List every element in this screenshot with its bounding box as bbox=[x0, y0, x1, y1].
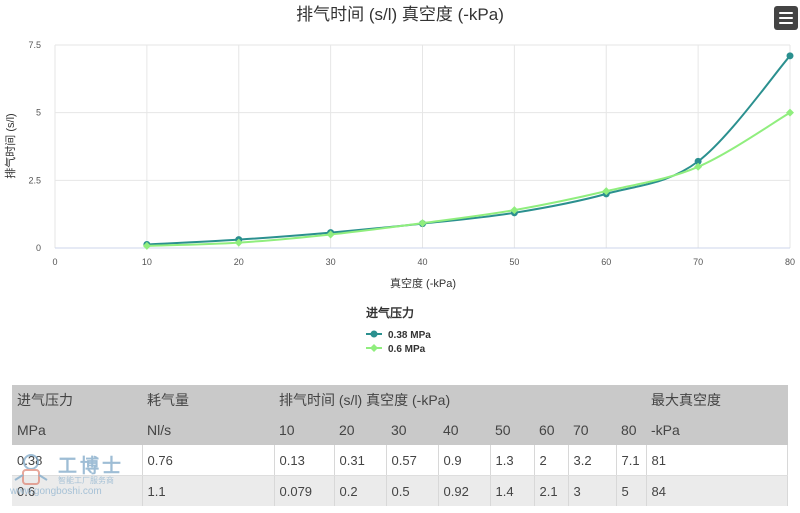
x-tick-label: 50 bbox=[509, 257, 519, 267]
x-tick-label: 20 bbox=[234, 257, 244, 267]
header-cell: MPa bbox=[12, 415, 142, 445]
x-tick-label: 80 bbox=[785, 257, 795, 267]
legend-item-label: 0.6 MPa bbox=[388, 344, 426, 355]
series-1-point bbox=[786, 52, 794, 60]
table-cell: 0.38 bbox=[12, 445, 143, 476]
table-cell: 0.76 bbox=[142, 445, 275, 476]
x-axis-title: 真空度 (-kPa) bbox=[390, 276, 456, 290]
x-tick-label: 10 bbox=[142, 257, 152, 267]
table-cell: 0.31 bbox=[334, 445, 387, 476]
chart-menu-button[interactable] bbox=[774, 6, 798, 30]
x-tick-label: 60 bbox=[601, 257, 611, 267]
x-tick-label: 70 bbox=[693, 257, 703, 267]
header-cell: 耗气量 bbox=[142, 385, 274, 415]
series-2-point bbox=[234, 238, 243, 247]
header-cell: 20 bbox=[334, 415, 386, 445]
header-cell: 70 bbox=[568, 415, 616, 445]
y-tick-label: 0 bbox=[36, 243, 41, 253]
line-chart: 0 10 20 30 40 50 60 70 80 0 2.5 5 7.5 0.38 MPa 0.6 MP… bbox=[3, 5, 795, 355]
table-cell: 0.6 bbox=[12, 475, 143, 506]
table-cell: 3.2 bbox=[568, 445, 617, 476]
chart-area: 0 10 20 30 40 50 60 70 80 0 2.5 5 7.5 0.38 MPa 0.6 MP… bbox=[3, 5, 795, 355]
table-cell: 1.3 bbox=[490, 445, 535, 476]
table-cell: 0.57 bbox=[386, 445, 439, 476]
header-cell: 10 bbox=[274, 415, 334, 445]
series-2-point bbox=[694, 162, 703, 171]
table-cell: 2 bbox=[534, 445, 569, 476]
hamburger-menu-icon bbox=[779, 12, 793, 14]
table-cell: 2.1 bbox=[534, 475, 569, 506]
table-cell: 0.13 bbox=[274, 445, 335, 476]
table-header-row-1: 进气压力 耗气量 排气时间 (s/l) 真空度 (-kPa) 最大真空度 bbox=[12, 385, 788, 415]
header-cell: 50 bbox=[490, 415, 534, 445]
table-cell: 81 bbox=[646, 445, 788, 476]
header-cell: 40 bbox=[438, 415, 490, 445]
header-cell: 60 bbox=[534, 415, 568, 445]
table-cell: 0.079 bbox=[274, 475, 335, 506]
table-cell: 7.1 bbox=[616, 445, 647, 476]
header-cell: 最大真空度 bbox=[646, 385, 788, 415]
table-cell: 1.1 bbox=[142, 475, 275, 506]
table-cell: 0.5 bbox=[386, 475, 439, 506]
header-cell: -kPa bbox=[646, 415, 788, 445]
series-2-point bbox=[602, 187, 611, 196]
table-cell: 0.9 bbox=[438, 445, 491, 476]
series-2-point bbox=[326, 230, 335, 239]
x-tick-label: 0 bbox=[52, 257, 57, 267]
series-2-point bbox=[142, 241, 151, 250]
x-tick-label: 40 bbox=[417, 257, 427, 267]
series-line-2 bbox=[146, 111, 791, 247]
table-cell: 0.2 bbox=[334, 475, 387, 506]
header-cell: 进气压力 bbox=[12, 385, 142, 415]
legend-marker-2 bbox=[370, 344, 378, 352]
y-tick-label: 5 bbox=[36, 108, 41, 118]
header-cell: 排气时间 (s/l) 真空度 (-kPa) bbox=[274, 385, 646, 415]
legend-item-label: 0.38 MPa bbox=[388, 330, 431, 341]
table-cell: 0.92 bbox=[438, 475, 491, 506]
x-tick-label: 30 bbox=[326, 257, 336, 267]
legend-title: 进气压力 bbox=[366, 305, 414, 320]
series-2-point bbox=[510, 206, 519, 215]
legend-marker-1 bbox=[370, 330, 378, 338]
series-1-point bbox=[694, 157, 702, 165]
data-table: 进气压力 耗气量 排气时间 (s/l) 真空度 (-kPa) 最大真空度 MPa… bbox=[12, 385, 788, 506]
chart-title: 排气时间 (s/l) 真空度 (-kPa) bbox=[296, 5, 504, 24]
y-axis-title: 排气时间 (s/l) bbox=[3, 113, 17, 178]
y-tick-label: 2.5 bbox=[28, 175, 41, 185]
table-row: 0.6 1.1 0.079 0.2 0.5 0.92 1.4 2.1 3 5 8… bbox=[12, 475, 788, 506]
y-tick-label: 7.5 bbox=[28, 40, 41, 50]
header-cell: Nl/s bbox=[142, 415, 274, 445]
table-header-row-2: MPa Nl/s 10 20 30 40 50 60 70 80 -kPa bbox=[12, 415, 788, 445]
table-cell: 1.4 bbox=[490, 475, 535, 506]
table-row: 0.38 0.76 0.13 0.31 0.57 0.9 1.3 2 3.2 7… bbox=[12, 445, 788, 476]
series-2-point bbox=[418, 219, 427, 228]
table-cell: 84 bbox=[646, 475, 788, 506]
table-cell: 5 bbox=[616, 475, 647, 506]
table-cell: 3 bbox=[568, 475, 617, 506]
header-cell: 80 bbox=[616, 415, 646, 445]
series-2-point bbox=[786, 108, 794, 117]
header-cell: 30 bbox=[386, 415, 438, 445]
